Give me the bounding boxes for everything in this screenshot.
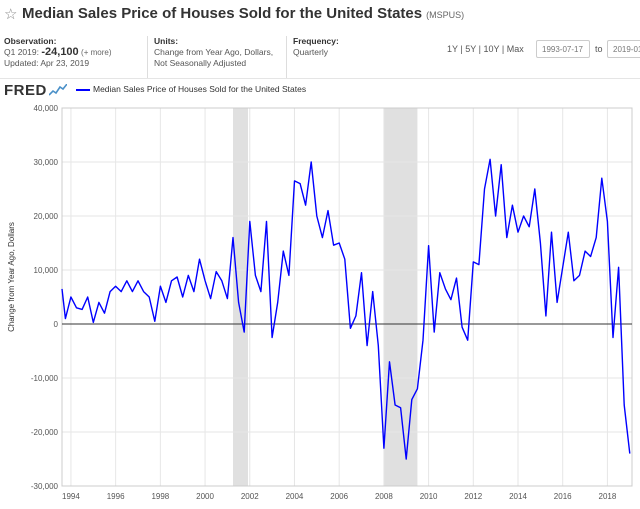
plot-frame (61, 107, 633, 487)
title-text: Median Sales Price of Houses Sold for th… (22, 5, 423, 22)
units-line2: Not Seasonally Adjusted (154, 58, 247, 68)
legend-label: Median Sales Price of Houses Sold for th… (93, 84, 307, 94)
start-date-input[interactable]: 1993-07-17 (536, 40, 590, 58)
x-tick-label: 2018 (599, 492, 617, 501)
more-link[interactable]: (+ more) (81, 48, 112, 57)
x-tick-label: 2016 (554, 492, 572, 501)
x-tick-label: 2000 (196, 492, 214, 501)
recession-band (383, 108, 418, 486)
series-id: (MSPUS) (426, 10, 465, 20)
range-separator: | (501, 44, 505, 54)
chart-line-icon (48, 83, 68, 96)
legend-swatch (76, 89, 90, 91)
observation-label: Observation: (4, 36, 57, 46)
x-tick-labels: 1994 1996 1998 2000 2002 2004 2006 2008 2010 2012… (62, 492, 617, 501)
y-tick-label: -30,000 (31, 482, 59, 491)
y-tick-label: 30,000 (34, 158, 59, 167)
x-tick-label: 1998 (151, 492, 169, 501)
frequency-value: Quarterly (293, 47, 328, 57)
units-block: Units: Change from Year Ago, Dollars, No… (154, 36, 273, 69)
units-line1: Change from Year Ago, Dollars, (154, 47, 274, 57)
range-1y[interactable]: 1Y (447, 44, 458, 54)
range-selector: 1Y | 5Y | 10Y | Max (447, 44, 524, 54)
fred-logo[interactable]: FRED (4, 82, 68, 99)
x-tick-label: 2014 (509, 492, 527, 501)
y-tick-labels: 40,000 30,000 20,000 10,000 0 -10,000 -20,000 -… (31, 104, 59, 491)
range-10y[interactable]: 10Y (483, 44, 500, 54)
title-bar: ☆ Median Sales Price of Houses Sold for … (0, 0, 640, 30)
y-tick-label: -10,000 (31, 374, 59, 383)
y-tick-label: 10,000 (34, 266, 59, 275)
star-icon[interactable]: ☆ (4, 6, 18, 23)
divider (147, 36, 148, 78)
recession-bands (233, 108, 418, 486)
units-label: Units: (154, 36, 179, 46)
frequency-block: Frequency: Quarterly (293, 36, 339, 58)
y-tick-label: -20,000 (31, 428, 59, 437)
y-tick-label: 20,000 (34, 212, 59, 221)
x-tick-label: 2012 (464, 492, 482, 501)
x-tick-label: 1996 (107, 492, 125, 501)
x-tick-label: 2006 (330, 492, 348, 501)
recession-band (233, 108, 248, 486)
observation-block: Observation: Q1 2019: -24,100 (+ more) U… (4, 36, 112, 69)
end-date-input[interactable]: 2019-01-01 (607, 40, 640, 58)
to-label: to (595, 44, 603, 54)
page-title: Median Sales Price of Houses Sold for th… (22, 5, 464, 22)
range-5y[interactable]: 5Y (465, 44, 477, 54)
x-tick-label: 2010 (420, 492, 438, 501)
updated-date: Updated: Apr 23, 2019 (4, 58, 90, 68)
x-tick-label: 2002 (241, 492, 259, 501)
observation-period: Q1 2019: (4, 47, 39, 57)
y-tick-label: 0 (54, 320, 59, 329)
observation-value: -24,100 (41, 46, 79, 58)
logo-text: FRED (4, 82, 47, 99)
y-tick-label: 40,000 (34, 104, 59, 113)
range-separator: | (460, 44, 463, 54)
range-separator: | (478, 44, 481, 54)
x-tick-label: 2004 (286, 492, 304, 501)
divider (0, 78, 640, 79)
divider (286, 36, 287, 78)
range-max[interactable]: Max (506, 44, 524, 54)
x-tick-label: 2008 (375, 492, 393, 501)
frequency-label: Frequency: (293, 36, 339, 46)
x-tick-label: 1994 (62, 492, 80, 501)
series-line (61, 158, 631, 460)
y-axis-label: Change from Year Ago, Dollars (7, 222, 16, 332)
